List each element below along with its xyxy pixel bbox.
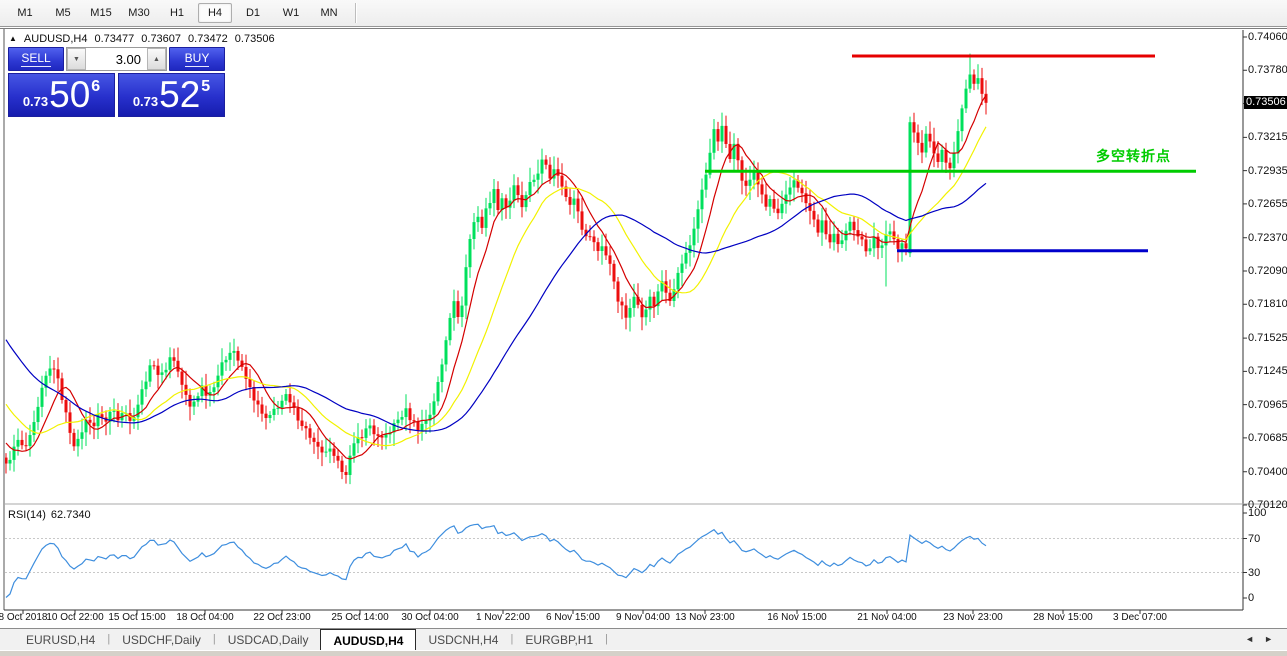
- rsi-name: RSI(14): [8, 509, 46, 521]
- tab-AUDUSD-H4[interactable]: AUDUSD,H4: [320, 629, 417, 650]
- chart-window: [0, 28, 1287, 628]
- chart-tabbar: EURUSD,H4 | USDCHF,Daily | USDCAD,Daily AUDUS…: [0, 628, 1287, 650]
- ohlc-open: 0.73477: [94, 33, 135, 45]
- ohlc-high: 0.73607: [141, 33, 182, 45]
- price-tick-label: 0.73780: [1248, 64, 1287, 77]
- rsi-indicator-label: RSI(14) 62.7340: [8, 509, 91, 521]
- rsi-value: 62.7340: [50, 509, 91, 521]
- one-click-trading-panel: SELL ▼ ▲ BUY 0.73 50 6 0.73 52 5: [8, 47, 225, 117]
- price-tick-label: 0.74060: [1248, 31, 1287, 43]
- time-tick-label: 18 Oct 04:00: [176, 612, 234, 623]
- timeframe-button-H1[interactable]: H1: [169, 7, 185, 19]
- price-tick-label: 0.70120: [1248, 499, 1287, 511]
- sell-big-figure: 0.73: [22, 94, 49, 109]
- timeframe-button-MN[interactable]: MN: [320, 7, 338, 19]
- rsi-line: [5, 523, 987, 598]
- timeframe-button-M5[interactable]: M5: [55, 7, 71, 19]
- price-tick-label: 0.72935: [1248, 164, 1287, 177]
- tab-USDCAD-Daily[interactable]: USDCAD,Daily: [227, 633, 309, 647]
- rsi-scale-label: 70: [1248, 532, 1261, 545]
- volume-decrease-icon[interactable]: ▼: [67, 48, 86, 70]
- tab-USDCNH-H4[interactable]: USDCNH,H4: [428, 633, 499, 647]
- tab-USDCHF-Daily[interactable]: USDCHF,Daily: [122, 633, 201, 647]
- timeframe-button-W1[interactable]: W1: [282, 7, 300, 19]
- symbol-title: AUDUSD,H4: [23, 33, 88, 45]
- time-tick-label: 23 Nov 23:00: [943, 612, 1003, 623]
- tab-EURUSD-H4[interactable]: EURUSD,H4: [26, 633, 96, 647]
- timeframe-button-M30[interactable]: M30: [128, 7, 150, 19]
- price-tick-label: 0.72090: [1248, 265, 1287, 277]
- volume-stepper: ▼ ▲: [66, 47, 167, 71]
- buy-pips: 52: [159, 74, 201, 115]
- volume-input[interactable]: [86, 48, 147, 70]
- time-tick-label: 22 Oct 23:00: [253, 612, 311, 623]
- time-tick-label: 10 Oct 22:00: [46, 612, 104, 623]
- buy-price-box[interactable]: 0.73 52 5: [118, 73, 225, 117]
- timeframe-buttons: M1 M5 M15 M30 H1 H4 D1 W1 MN: [6, 3, 348, 23]
- buy-button[interactable]: BUY: [169, 47, 225, 71]
- price-tick-label: 0.71810: [1248, 298, 1287, 311]
- tab-scroll-right-icon[interactable]: ►: [1264, 634, 1273, 644]
- price-tick-label: 0.70400: [1248, 465, 1287, 478]
- chart-tabs: EURUSD,H4 | USDCHF,Daily | USDCAD,Daily AUDUS…: [14, 629, 608, 650]
- status-bar: [0, 650, 1287, 656]
- price-tick-label: 0.70965: [1248, 398, 1287, 411]
- timeframe-button-D1[interactable]: D1: [245, 7, 261, 19]
- time-tick-label: 15 Oct 15:00: [108, 612, 166, 623]
- time-tick-label: 16 Nov 15:00: [767, 612, 827, 623]
- price-tick-label: 0.72655: [1248, 197, 1287, 210]
- timeframe-button-M15[interactable]: M15: [90, 7, 112, 19]
- price-tick-label: 0.71525: [1248, 332, 1287, 345]
- price-tick-label: 0.70685: [1248, 431, 1287, 444]
- sell-price-box[interactable]: 0.73 50 6: [8, 73, 115, 117]
- time-tick-label: 6 Nov 15:00: [546, 612, 600, 623]
- sell-pips: 50: [49, 74, 91, 115]
- rsi-scale-label: 30: [1248, 566, 1261, 579]
- price-tick-label: 0.73215: [1248, 131, 1287, 144]
- timeframe-button-H4[interactable]: H4: [198, 3, 232, 23]
- timeframe-button-M1[interactable]: M1: [17, 7, 33, 19]
- tab-divider: |: [605, 633, 609, 645]
- timeframe-toolbar: M1 M5 M15 M30 H1 H4 D1 W1 MN: [0, 0, 1287, 27]
- rsi-scale-label: 100: [1248, 507, 1267, 519]
- time-tick-label: 30 Oct 04:00: [401, 612, 459, 623]
- collapse-triangle-icon[interactable]: ▲: [9, 33, 17, 43]
- sell-pipette: 6: [91, 78, 101, 95]
- time-tick-label: 13 Nov 23:00: [675, 612, 735, 623]
- chart-header: ▲ AUDUSD,H4 0.73477 0.73607 0.73472 0.73…: [9, 33, 275, 45]
- volume-increase-icon[interactable]: ▲: [147, 48, 166, 70]
- tab-divider: |: [510, 633, 514, 645]
- sell-button[interactable]: SELL: [8, 47, 64, 71]
- time-tick-label: 21 Nov 04:00: [857, 612, 917, 623]
- tab-EURGBP-H1[interactable]: EURGBP,H1: [525, 633, 594, 647]
- tab-scroll-arrows: ◄ ►: [1245, 634, 1273, 644]
- toolbar-separator: [355, 3, 357, 23]
- turning-point-annotation: 多空转折点: [1096, 148, 1171, 164]
- time-tick-label: 1 Nov 22:00: [476, 612, 530, 623]
- tab-scroll-left-icon[interactable]: ◄: [1245, 634, 1255, 644]
- price-tick-label: 0.72370: [1248, 231, 1287, 244]
- ohlc-low: 0.73472: [188, 33, 228, 45]
- ohlc-close: 0.73506: [234, 33, 275, 45]
- time-tick-label: 28 Nov 15:00: [1033, 612, 1093, 623]
- buy-big-figure: 0.73: [132, 94, 159, 109]
- time-tick-label: 25 Oct 14:00: [331, 612, 389, 623]
- time-tick-label: 9 Nov 04:00: [616, 612, 670, 623]
- rsi-scale-label: 0: [1248, 592, 1255, 604]
- time-tick-label: 3 Dec 07:00: [1113, 612, 1167, 623]
- price-tick-label: 0.71245: [1248, 365, 1287, 378]
- time-tick-label: 8 Oct 2018: [0, 612, 48, 623]
- current-price-badge: 0.73506: [1244, 96, 1287, 110]
- buy-pipette: 5: [201, 78, 211, 95]
- tab-divider: |: [212, 633, 216, 645]
- tab-divider: |: [107, 633, 111, 645]
